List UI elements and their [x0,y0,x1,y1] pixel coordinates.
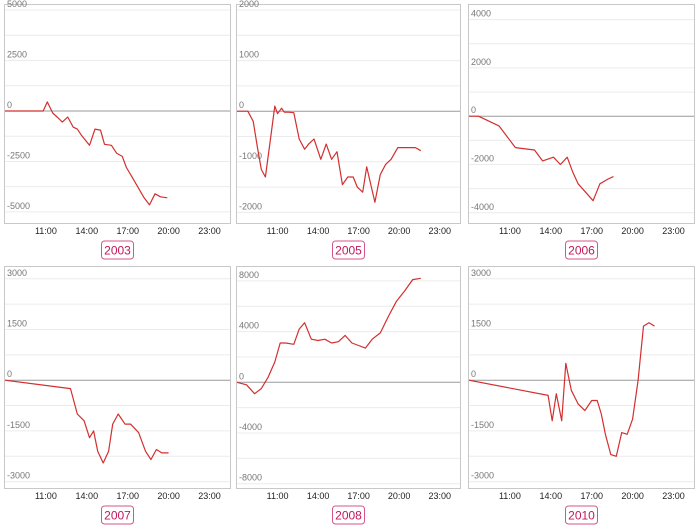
y-tick-label: 2000 [239,0,259,9]
year-badge [565,240,598,260]
year-label: 2003 [104,244,131,258]
y-tick-label: -3000 [471,471,494,481]
x-tick-label: 14:00 [540,491,563,501]
year-badge [565,505,598,525]
x-tick-label: 11:00 [267,226,289,236]
x-tick-label: 17:00 [347,226,370,236]
x-tick-label: 11:00 [267,491,289,501]
x-tick-label: 23:00 [428,491,451,501]
panel-2007: 3000 1500 0 -1500 -3000 11:00 14:00 17:00 20:00 2… [4,266,231,525]
x-tick-label: 14:00 [307,226,330,236]
year-label: 2007 [104,509,131,523]
y-tick-label: 4000 [239,321,259,331]
y-tick-label: -1500 [7,420,30,430]
x-tick-label: 14:00 [76,491,99,501]
y-tick-label: -3000 [7,471,30,481]
panel-frame [468,266,695,489]
y-tick-label: 0 [239,371,244,381]
x-tick-label: 20:00 [157,226,180,236]
y-tick-label: -2000 [471,153,494,163]
year-label: 2005 [335,244,362,258]
panel-frame [4,4,231,224]
y-tick-label: -5000 [7,201,30,211]
y-tick-label: -2500 [7,150,30,160]
y-tick-label: 0 [239,100,244,110]
year-badge [101,240,134,260]
y-tick-label: 2500 [7,49,27,59]
x-tick-label: 17:00 [580,226,603,236]
x-tick-label: 14:00 [76,226,99,236]
y-tick-label: 4000 [471,9,491,19]
x-tick-label: 17:00 [347,491,370,501]
series-line [4,379,169,464]
x-tick-label: 11:00 [499,226,521,236]
series-line [237,105,422,203]
year-label: 2008 [335,509,362,523]
x-tick-label: 20:00 [388,491,411,501]
panel-2003: 5000 2500 0 -2500 -5000 11:00 14:00 17:00 20:00 2… [4,0,231,260]
x-tick-label: 20:00 [621,226,644,236]
panel-frame [4,266,231,489]
y-tick-label: 8000 [239,270,259,280]
y-tick-label: 0 [7,100,12,110]
x-tick-label: 23:00 [198,491,221,501]
x-tick-label: 11:00 [35,491,57,501]
x-tick-label: 14:00 [307,491,330,501]
panel-2010: 3000 1500 0 -1500 -3000 11:00 14:00 17:00 20:00 2… [468,266,695,525]
year-label: 2010 [568,509,595,523]
series-line [468,322,655,457]
x-tick-label: 23:00 [428,226,451,236]
x-tick-label: 17:00 [116,226,139,236]
y-tick-label: 0 [471,105,476,115]
x-tick-label: 14:00 [540,226,563,236]
x-tick-label: 23:00 [662,491,685,501]
year-badge [101,505,134,525]
panel-2006: 4000 2000 0 -2000 -4000 11:00 14:00 17:00 20:00 2… [468,4,695,260]
y-tick-label: 1000 [239,50,259,60]
x-tick-label: 11:00 [499,491,521,501]
x-tick-label: 20:00 [157,491,180,501]
y-tick-label: 0 [7,369,12,379]
panel-frame [236,4,461,224]
panel-frame [468,4,695,224]
y-tick-label: -1500 [471,420,494,430]
y-tick-label: 3000 [7,268,27,278]
y-tick-label: -4000 [471,202,494,212]
series-line [5,101,168,206]
panel-2008: 8000 4000 0 -4000 -8000 11:00 14:00 17:00 20:00 2… [236,266,461,525]
x-tick-label: 20:00 [621,491,644,501]
panel-frame [236,266,461,489]
x-tick-label: 17:00 [116,491,139,501]
year-label: 2006 [568,244,595,258]
y-tick-label: -4000 [239,422,262,432]
series-line [236,277,421,395]
year-badge [332,240,365,260]
panel-2005: 2000 1000 0 -1000 -2000 11:00 14:00 17:00 20:00 2… [236,0,461,260]
y-tick-label: 2000 [471,57,491,67]
series-line [469,115,614,202]
y-tick-label: -8000 [239,473,262,483]
y-tick-label: -1000 [239,151,262,161]
y-tick-label: 1500 [471,318,491,328]
y-tick-label: 5000 [7,0,27,9]
y-tick-label: -2000 [239,201,262,211]
x-tick-label: 20:00 [388,226,411,236]
x-tick-label: 23:00 [662,226,685,236]
year-badge [332,505,365,525]
y-tick-label: 1500 [7,318,27,328]
x-tick-label: 11:00 [35,226,57,236]
y-tick-label: 0 [471,369,476,379]
x-tick-label: 23:00 [198,226,221,236]
x-tick-label: 17:00 [580,491,603,501]
y-tick-label: 3000 [471,268,491,278]
